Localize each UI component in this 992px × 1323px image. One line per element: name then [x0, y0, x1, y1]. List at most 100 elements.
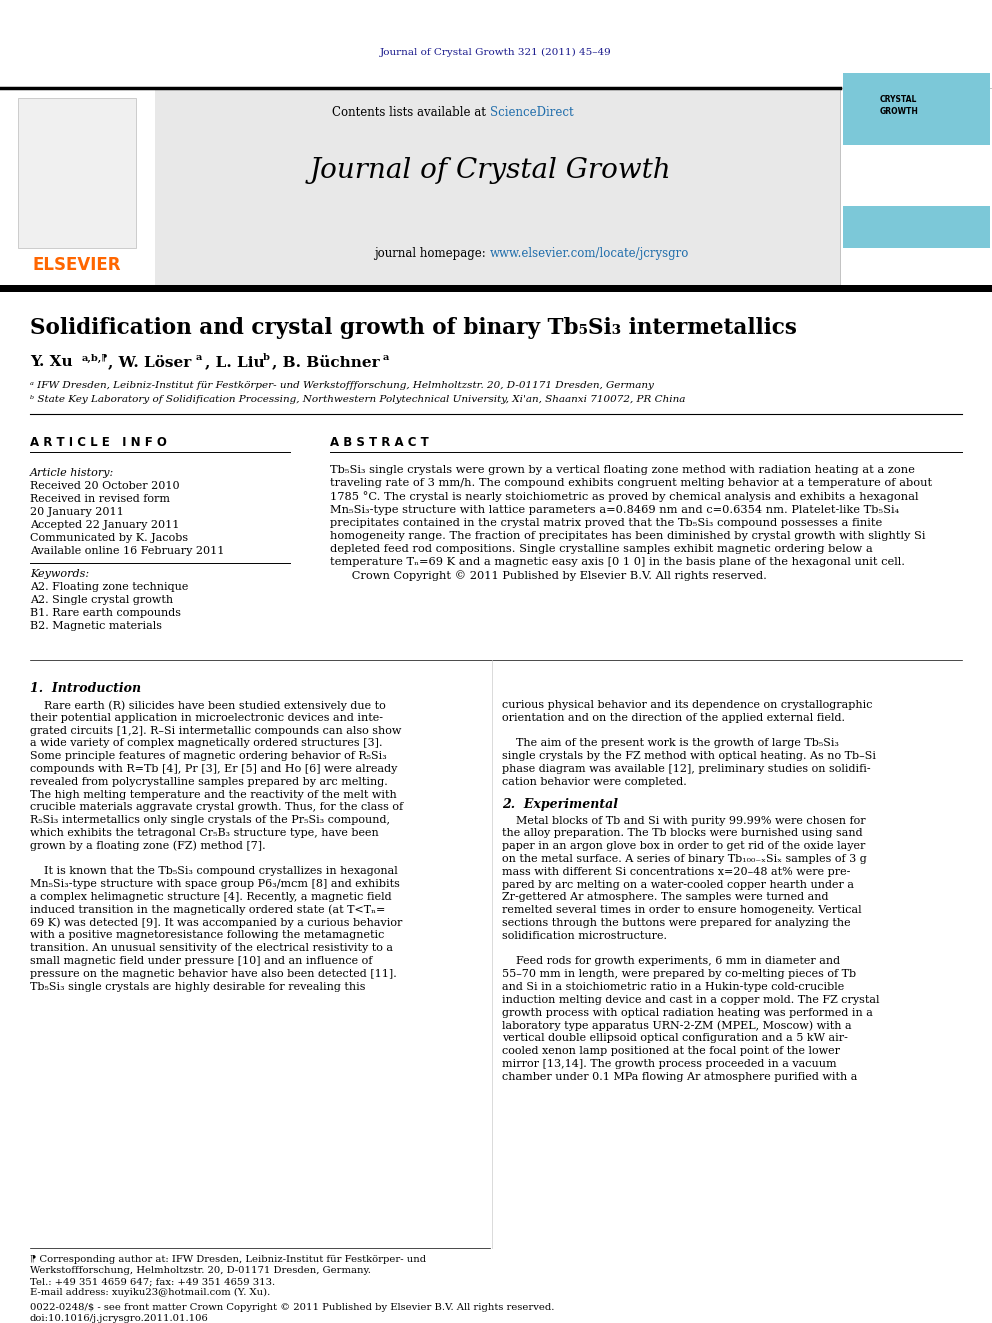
Text: Some principle features of magnetic ordering behavior of R₅Si₃: Some principle features of magnetic orde…	[30, 751, 387, 761]
Text: A2. Floating zone technique: A2. Floating zone technique	[30, 582, 188, 591]
Text: , L. Liu: , L. Liu	[205, 355, 265, 369]
Bar	[840, 89, 992, 290]
Text: cooled xenon lamp positioned at the focal point of the lower: cooled xenon lamp positioned at the foca…	[502, 1046, 840, 1056]
Text: sections through the buttons were prepared for analyzing the: sections through the buttons were prepar…	[502, 918, 850, 927]
Text: 69 K) was detected [9]. It was accompanied by a curious behavior: 69 K) was detected [9]. It was accompani…	[30, 918, 403, 929]
Text: Tb₅Si₃ single crystals are highly desirable for revealing this: Tb₅Si₃ single crystals are highly desira…	[30, 982, 365, 992]
Text: 0022-0248/$ - see front matter Crown Copyright © 2011 Published by Elsevier B.V.: 0022-0248/$ - see front matter Crown Cop…	[30, 1303, 555, 1312]
Text: A B S T R A C T: A B S T R A C T	[330, 435, 429, 448]
Text: curious physical behavior and its dependence on crystallographic: curious physical behavior and its depend…	[502, 700, 873, 710]
Text: Zr-gettered Ar atmosphere. The samples were turned and: Zr-gettered Ar atmosphere. The samples w…	[502, 893, 828, 902]
Text: B1. Rare earth compounds: B1. Rare earth compounds	[30, 609, 181, 618]
Text: remelted several times in order to ensure homogeneity. Vertical: remelted several times in order to ensur…	[502, 905, 862, 916]
Text: 1.  Introduction: 1. Introduction	[30, 681, 141, 695]
Text: a,b,⁋: a,b,⁋	[82, 353, 108, 363]
Bar	[843, 73, 990, 146]
Text: a complex helimagnetic structure [4]. Recently, a magnetic field: a complex helimagnetic structure [4]. Re…	[30, 892, 392, 902]
Text: depleted feed rod compositions. Single crystalline samples exhibit magnetic orde: depleted feed rod compositions. Single c…	[330, 544, 873, 554]
Text: A2. Single crystal growth: A2. Single crystal growth	[30, 595, 174, 605]
Text: 20 January 2011: 20 January 2011	[30, 507, 124, 517]
Text: the alloy preparation. The Tb blocks were burnished using sand: the alloy preparation. The Tb blocks wer…	[502, 828, 863, 839]
Text: precipitates contained in the crystal matrix proved that the Tb₅Si₃ compound pos: precipitates contained in the crystal ma…	[330, 517, 882, 528]
Text: Y. Xu: Y. Xu	[30, 355, 72, 369]
Text: Communicated by K. Jacobs: Communicated by K. Jacobs	[30, 533, 188, 542]
Text: Journal of Crystal Growth: Journal of Crystal Growth	[310, 156, 671, 184]
Text: ᵃ IFW Dresden, Leibniz-Institut für Festkörper- und Werkstoffforschung, Helmholt: ᵃ IFW Dresden, Leibniz-Institut für Fest…	[30, 381, 654, 389]
Text: , W. Löser: , W. Löser	[108, 355, 191, 369]
Text: phase diagram was available [12], preliminary studies on solidifi-: phase diagram was available [12], prelim…	[502, 763, 871, 774]
Text: www.elsevier.com/locate/jcrysgro: www.elsevier.com/locate/jcrysgro	[490, 246, 689, 259]
Text: Mn₅Si₃-type structure with space group P6₃/mcm [8] and exhibits: Mn₅Si₃-type structure with space group P…	[30, 880, 400, 889]
Text: Received in revised form: Received in revised form	[30, 493, 170, 504]
Text: Contents lists available at: Contents lists available at	[332, 106, 490, 119]
Text: Tb₅Si₃ single crystals were grown by a vertical floating zone method with radiat: Tb₅Si₃ single crystals were grown by a v…	[330, 464, 915, 475]
Text: ScienceDirect: ScienceDirect	[490, 106, 573, 119]
Text: Feed rods for growth experiments, 6 mm in diameter and: Feed rods for growth experiments, 6 mm i…	[502, 957, 840, 966]
Text: induction melting device and cast in a copper mold. The FZ crystal: induction melting device and cast in a c…	[502, 995, 880, 1004]
Text: Accepted 22 January 2011: Accepted 22 January 2011	[30, 520, 180, 531]
Text: traveling rate of 3 mm/h. The compound exhibits congruent melting behavior at a : traveling rate of 3 mm/h. The compound e…	[330, 478, 932, 488]
Text: It is known that the Tb₅Si₃ compound crystallizes in hexagonal: It is known that the Tb₅Si₃ compound cry…	[30, 867, 398, 876]
Bar	[0, 89, 155, 290]
Text: ᵇ State Key Laboratory of Solidification Processing, Northwestern Polytechnical : ᵇ State Key Laboratory of Solidification…	[30, 394, 685, 404]
Text: Werkstoffforschung, Helmholtzstr. 20, D-01171 Dresden, Germany.: Werkstoffforschung, Helmholtzstr. 20, D-…	[30, 1266, 371, 1275]
Text: growth process with optical radiation heating was performed in a: growth process with optical radiation he…	[502, 1008, 873, 1017]
Text: Received 20 October 2010: Received 20 October 2010	[30, 482, 180, 491]
Text: and Si in a stoichiometric ratio in a Hukin-type cold-crucible: and Si in a stoichiometric ratio in a Hu…	[502, 982, 844, 992]
Text: paper in an argon glove box in order to get rid of the oxide layer: paper in an argon glove box in order to …	[502, 841, 865, 851]
Text: Solidification and crystal growth of binary Tb₅Si₃ intermetallics: Solidification and crystal growth of bin…	[30, 318, 797, 339]
Text: 1785 °C. The crystal is nearly stoichiometric as proved by chemical analysis and: 1785 °C. The crystal is nearly stoichiom…	[330, 491, 919, 503]
Text: single crystals by the FZ method with optical heating. As no Tb–Si: single crystals by the FZ method with op…	[502, 751, 876, 761]
Text: R₅Si₃ intermetallics only single crystals of the Pr₅Si₃ compound,: R₅Si₃ intermetallics only single crystal…	[30, 815, 390, 826]
Text: which exhibits the tetragonal Cr₅B₃ structure type, have been: which exhibits the tetragonal Cr₅B₃ stru…	[30, 828, 379, 837]
Bar	[0, 284, 992, 292]
Bar	[155, 89, 840, 290]
Text: Journal of Crystal Growth 321 (2011) 45–49: Journal of Crystal Growth 321 (2011) 45–…	[380, 48, 612, 57]
Text: Tel.: +49 351 4659 647; fax: +49 351 4659 313.: Tel.: +49 351 4659 647; fax: +49 351 465…	[30, 1277, 275, 1286]
Text: vertical double ellipsoid optical configuration and a 5 kW air-: vertical double ellipsoid optical config…	[502, 1033, 848, 1044]
Text: pared by arc melting on a water-cooled copper hearth under a: pared by arc melting on a water-cooled c…	[502, 880, 854, 889]
Text: Keywords:: Keywords:	[30, 569, 89, 579]
Text: crucible materials aggravate crystal growth. Thus, for the class of: crucible materials aggravate crystal gro…	[30, 803, 403, 812]
Text: journal homepage:: journal homepage:	[375, 246, 490, 259]
Text: ELSEVIER: ELSEVIER	[33, 255, 121, 274]
Text: , B. Büchner: , B. Büchner	[272, 355, 380, 369]
Text: 2.  Experimental: 2. Experimental	[502, 798, 618, 811]
Text: compounds with R=Tb [4], Pr [3], Er [5] and Ho [6] were already: compounds with R=Tb [4], Pr [3], Er [5] …	[30, 763, 398, 774]
Text: revealed from polycrystalline samples prepared by arc melting.: revealed from polycrystalline samples pr…	[30, 777, 388, 787]
Text: a wide variety of complex magnetically ordered structures [3].: a wide variety of complex magnetically o…	[30, 738, 383, 749]
Text: Rare earth (R) silicides have been studied extensively due to: Rare earth (R) silicides have been studi…	[30, 700, 386, 710]
Text: Article history:: Article history:	[30, 468, 114, 478]
Text: on the metal surface. A series of binary Tb₁₀₀₋ₓSiₓ samples of 3 g: on the metal surface. A series of binary…	[502, 855, 867, 864]
Text: B2. Magnetic materials: B2. Magnetic materials	[30, 620, 162, 631]
Text: b: b	[263, 353, 270, 363]
Text: solidification microstructure.: solidification microstructure.	[502, 931, 667, 941]
Text: doi:10.1016/j.jcrysgro.2011.01.106: doi:10.1016/j.jcrysgro.2011.01.106	[30, 1314, 208, 1323]
Text: Crown Copyright © 2011 Published by Elsevier B.V. All rights reserved.: Crown Copyright © 2011 Published by Else…	[330, 570, 767, 581]
Text: GROWTH: GROWTH	[880, 106, 919, 115]
Text: temperature Tₙ=69 K and a magnetic easy axis [0 1 0] in the basis plane of the h: temperature Tₙ=69 K and a magnetic easy …	[330, 557, 905, 568]
Text: small magnetic field under pressure [10] and an influence of: small magnetic field under pressure [10]…	[30, 957, 372, 966]
Text: orientation and on the direction of the applied external field.: orientation and on the direction of the …	[502, 713, 845, 722]
Text: ⁋ Corresponding author at: IFW Dresden, Leibniz-Institut für Festkörper- und: ⁋ Corresponding author at: IFW Dresden, …	[30, 1256, 427, 1263]
Text: a: a	[196, 353, 202, 363]
Bar	[843, 202, 990, 220]
Text: CRYSTAL: CRYSTAL	[880, 95, 918, 105]
Text: induced transition in the magnetically ordered state (at T<Tₙ=: induced transition in the magnetically o…	[30, 905, 385, 916]
Text: pressure on the magnetic behavior have also been detected [11].: pressure on the magnetic behavior have a…	[30, 968, 397, 979]
Text: grown by a floating zone (FZ) method [7].: grown by a floating zone (FZ) method [7]…	[30, 841, 266, 852]
Text: with a positive magnetoresistance following the metamagnetic: with a positive magnetoresistance follow…	[30, 930, 384, 941]
Text: A R T I C L E   I N F O: A R T I C L E I N F O	[30, 435, 167, 448]
Text: E-mail address: xuyiku23@hotmail.com (Y. Xu).: E-mail address: xuyiku23@hotmail.com (Y.…	[30, 1289, 270, 1297]
Text: The high melting temperature and the reactivity of the melt with: The high melting temperature and the rea…	[30, 790, 397, 799]
Bar	[18, 98, 136, 247]
Text: The aim of the present work is the growth of large Tb₅Si₃: The aim of the present work is the growt…	[502, 738, 839, 749]
Text: transition. An unusual sensitivity of the electrical resistivity to a: transition. An unusual sensitivity of th…	[30, 943, 393, 953]
Text: Mn₅Si₃-type structure with lattice parameters a=0.8469 nm and c=0.6354 nm. Plate: Mn₅Si₃-type structure with lattice param…	[330, 504, 899, 515]
Text: mass with different Si concentrations x=20–48 at% were pre-: mass with different Si concentrations x=…	[502, 867, 850, 877]
Text: their potential application in microelectronic devices and inte-: their potential application in microelec…	[30, 713, 383, 722]
Bar	[843, 206, 990, 247]
Text: 55–70 mm in length, were prepared by co-melting pieces of Tb: 55–70 mm in length, were prepared by co-…	[502, 970, 856, 979]
Text: cation behavior were completed.: cation behavior were completed.	[502, 777, 686, 787]
Text: mirror [13,14]. The growth process proceeded in a vacuum: mirror [13,14]. The growth process proce…	[502, 1058, 836, 1069]
